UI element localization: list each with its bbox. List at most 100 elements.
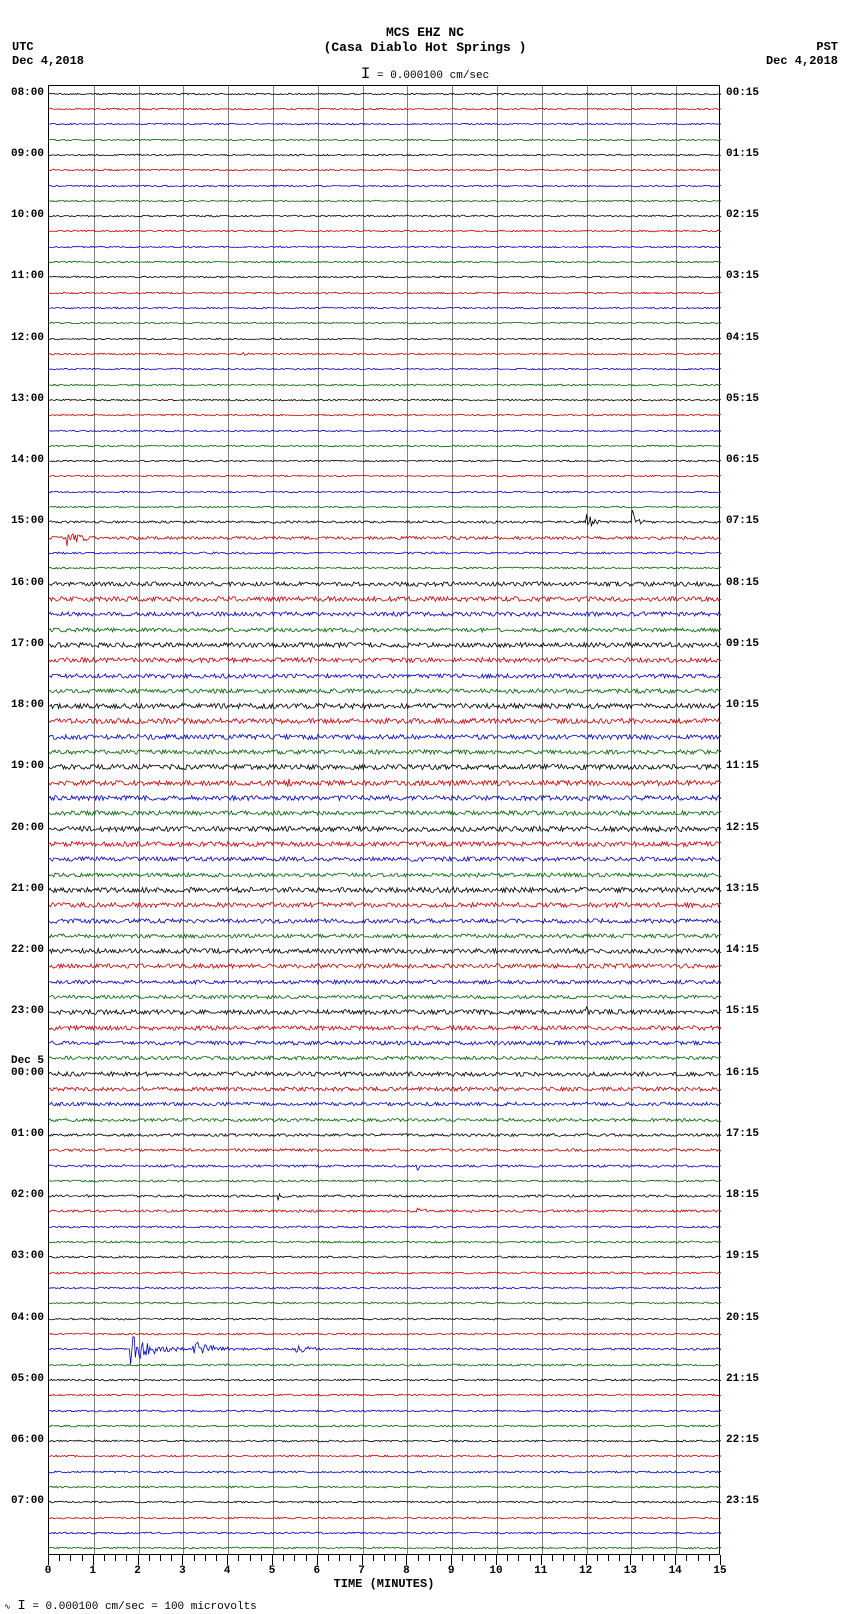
- x-tick-mark: [686, 1555, 687, 1561]
- utc-time-label: 14:00: [11, 454, 44, 466]
- x-tick-mark: [574, 1555, 575, 1561]
- x-tick-mark: [429, 1555, 430, 1561]
- x-tick-label: 6: [313, 1565, 320, 1577]
- pst-time-label: 11:15: [726, 760, 759, 772]
- chart-title: MCS EHZ NC (Casa Diablo Hot Springs ): [0, 25, 850, 55]
- pst-time-label: 02:15: [726, 209, 759, 221]
- x-tick-mark: [328, 1555, 329, 1561]
- tz-left-date: Dec 4,2018: [12, 54, 84, 68]
- x-tick-label: 3: [179, 1565, 186, 1577]
- x-tick-mark: [406, 1555, 407, 1565]
- x-tick-mark: [451, 1555, 452, 1565]
- x-tick-label: 8: [403, 1565, 410, 1577]
- x-tick-mark: [48, 1555, 49, 1565]
- x-tick-mark: [496, 1555, 497, 1565]
- x-tick-mark: [664, 1555, 665, 1561]
- utc-time-label: 03:00: [11, 1250, 44, 1262]
- x-tick-mark: [552, 1555, 553, 1561]
- x-tick-marks: [48, 1555, 720, 1567]
- pst-time-label: 00:15: [726, 87, 759, 99]
- x-tick-mark: [597, 1555, 598, 1561]
- x-tick-mark: [306, 1555, 307, 1561]
- x-tick-mark: [171, 1555, 172, 1561]
- x-tick-mark: [698, 1555, 699, 1561]
- x-tick-mark: [507, 1555, 508, 1561]
- pst-time-label: 23:15: [726, 1495, 759, 1507]
- x-tick-mark: [653, 1555, 654, 1561]
- x-tick-mark: [350, 1555, 351, 1561]
- utc-time-label: 08:00: [11, 87, 44, 99]
- pst-time-label: 05:15: [726, 393, 759, 405]
- x-tick-label: 7: [358, 1565, 365, 1577]
- x-tick-label: 0: [45, 1565, 52, 1577]
- x-tick-mark: [485, 1555, 486, 1561]
- station-name: (Casa Diablo Hot Springs ): [0, 40, 850, 55]
- x-tick-label: 14: [669, 1565, 682, 1577]
- x-axis-title: TIME (MINUTES): [48, 1577, 720, 1591]
- x-tick-mark: [82, 1555, 83, 1561]
- x-tick-mark: [418, 1555, 419, 1561]
- x-tick-label: 2: [134, 1565, 141, 1577]
- pst-time-label: 12:15: [726, 822, 759, 834]
- x-tick-mark: [395, 1555, 396, 1561]
- utc-time-label: 21:00: [11, 883, 44, 895]
- pst-time-label: 03:15: [726, 270, 759, 282]
- x-tick-mark: [59, 1555, 60, 1561]
- x-tick-mark: [518, 1555, 519, 1561]
- pst-time-label: 22:15: [726, 1434, 759, 1446]
- utc-time-label: 06:00: [11, 1434, 44, 1446]
- x-tick-mark: [227, 1555, 228, 1565]
- x-tick-mark: [462, 1555, 463, 1561]
- x-tick-label: 10: [489, 1565, 502, 1577]
- tz-right-date: Dec 4,2018: [766, 54, 838, 68]
- utc-time-label: 07:00: [11, 1495, 44, 1507]
- seismogram-chart: MCS EHZ NC (Casa Diablo Hot Springs ) I …: [0, 0, 850, 1613]
- x-tick-mark: [373, 1555, 374, 1561]
- footer-scale: ∿ I = 0.000100 cm/sec = 100 microvolts: [4, 1598, 257, 1614]
- x-tick-mark: [630, 1555, 631, 1565]
- x-tick-label: 4: [224, 1565, 231, 1577]
- x-tick-mark: [563, 1555, 564, 1561]
- x-tick-mark: [317, 1555, 318, 1565]
- pst-time-label: 18:15: [726, 1189, 759, 1201]
- pst-time-label: 19:15: [726, 1250, 759, 1262]
- x-tick-mark: [261, 1555, 262, 1561]
- utc-time-label: 01:00: [11, 1128, 44, 1140]
- pst-time-label: 10:15: [726, 699, 759, 711]
- x-tick-mark: [70, 1555, 71, 1561]
- pst-time-label: 20:15: [726, 1312, 759, 1324]
- utc-time-label: 11:00: [11, 270, 44, 282]
- utc-time-label: 16:00: [11, 577, 44, 589]
- tz-right-code: PST: [766, 40, 838, 54]
- x-tick-mark: [619, 1555, 620, 1561]
- x-tick-mark: [384, 1555, 385, 1561]
- utc-time-label: 18:00: [11, 699, 44, 711]
- x-tick-mark: [104, 1555, 105, 1561]
- x-tick-mark: [608, 1555, 609, 1561]
- date-change-label: Dec 5: [11, 1055, 44, 1067]
- pst-time-label: 01:15: [726, 148, 759, 160]
- utc-time-label: 13:00: [11, 393, 44, 405]
- pst-time-label: 13:15: [726, 883, 759, 895]
- x-tick-label: 12: [579, 1565, 592, 1577]
- x-tick-label: 11: [534, 1565, 547, 1577]
- x-tick-mark: [272, 1555, 273, 1565]
- x-tick-mark: [138, 1555, 139, 1565]
- x-tick-mark: [530, 1555, 531, 1561]
- station-code: MCS EHZ NC: [0, 25, 850, 40]
- utc-time-label: 17:00: [11, 638, 44, 650]
- x-tick-mark: [586, 1555, 587, 1565]
- pst-time-label: 08:15: [726, 577, 759, 589]
- x-tick-mark: [149, 1555, 150, 1561]
- utc-time-label: 05:00: [11, 1373, 44, 1385]
- x-tick-label: 13: [624, 1565, 637, 1577]
- x-tick-mark: [440, 1555, 441, 1561]
- x-tick-mark: [160, 1555, 161, 1561]
- pst-time-label: 17:15: [726, 1128, 759, 1140]
- x-tick-mark: [541, 1555, 542, 1565]
- x-tick-mark: [294, 1555, 295, 1561]
- x-tick-label: 1: [89, 1565, 96, 1577]
- x-tick-mark: [709, 1555, 710, 1561]
- right-timezone-label: PST Dec 4,2018: [766, 40, 838, 68]
- footer-text: = 0.000100 cm/sec = 100 microvolts: [32, 1601, 256, 1613]
